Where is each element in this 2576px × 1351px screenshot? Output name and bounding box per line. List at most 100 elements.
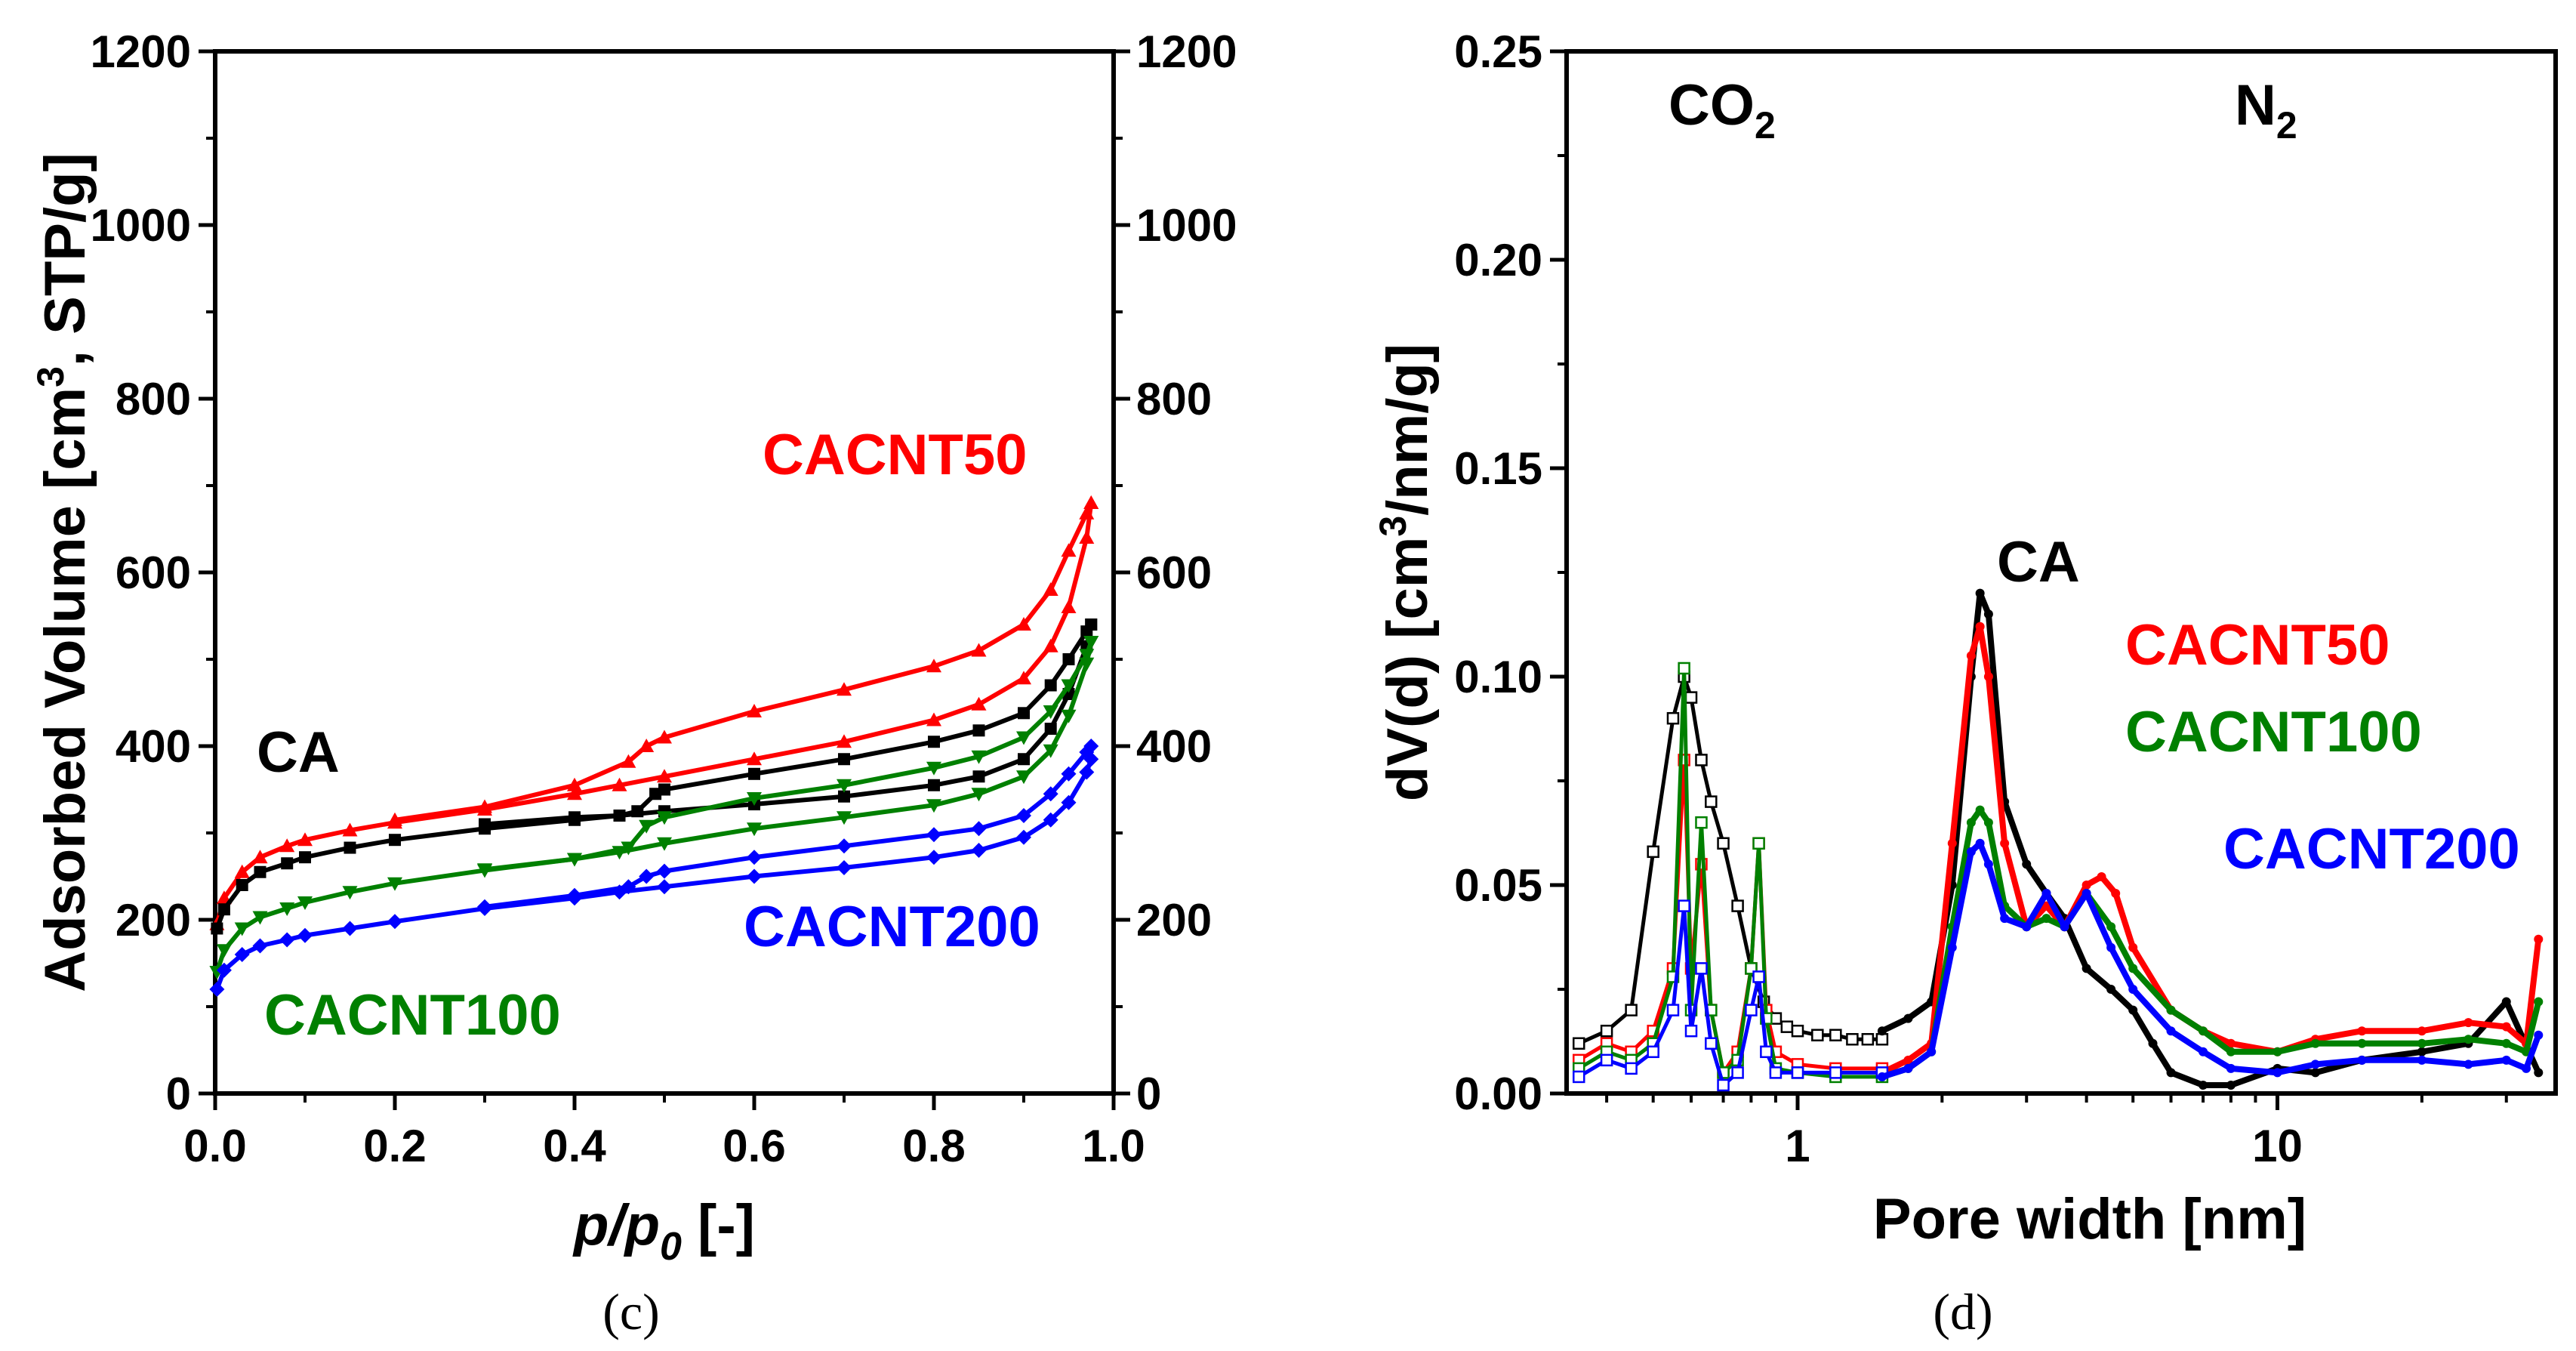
isotherm-y2-tick-label: 1200	[1136, 26, 1237, 77]
isotherm-cacnt50-desorption-point	[1061, 543, 1077, 557]
isotherm-cacnt100-adsorption-point	[1043, 744, 1058, 758]
isotherm-y2-tick-label: 800	[1136, 374, 1212, 424]
psd-cacnt50-n2-point	[2081, 881, 2091, 890]
psd-cacnt100-n2-point	[2128, 964, 2138, 973]
psd-cacnt200-n2-point	[2534, 1030, 2544, 1040]
isotherm-cacnt100-desorption-point	[1061, 679, 1077, 693]
psd-ca-co2-point	[1625, 1004, 1638, 1016]
psd-cacnt200-co2-point	[1600, 1053, 1613, 1067]
isotherm-cacnt100-desorption-point	[1043, 705, 1058, 719]
psd-ca-n2-point	[2022, 859, 2032, 869]
psd-ca-co2-point	[1861, 1032, 1875, 1046]
isotherm-cacnt100-desorption-point	[747, 792, 762, 806]
psd-cacnt200-co2-point	[1829, 1066, 1842, 1079]
isotherm-y-tick-label: 200	[116, 895, 191, 945]
psd-ca-co2-point	[1875, 1032, 1889, 1046]
isotherm-label-cacnt50: CACNT50	[763, 423, 1028, 487]
psd-ca-n2-point	[1975, 588, 1985, 598]
isotherm-cacnt100-desorption-point	[926, 761, 941, 776]
isotherm-series	[209, 495, 1099, 997]
isotherm-cacnt200-adsorption-point	[297, 927, 313, 943]
psd-ca-co2-point	[1684, 691, 1698, 704]
psd-region-label-n2: N2	[2235, 73, 2297, 147]
isotherm-cacnt50-desorption-point	[621, 754, 636, 768]
psd-cacnt100-n2-point	[1966, 818, 1976, 828]
psd-cacnt100-n2-point	[2357, 1038, 2367, 1048]
psd-cacnt200-co2-point	[1745, 1004, 1758, 1016]
isotherm-cacnt50-desorption-point	[639, 739, 655, 752]
isotherm-cacnt100-desorption-point	[657, 811, 672, 825]
isotherm-cacnt50-desorption-point	[1016, 617, 1031, 631]
isotherm-cacnt200-desorption-point	[477, 899, 492, 915]
psd-ca-co2-point	[1717, 837, 1730, 850]
psd-cacnt50-n2-point	[2226, 1038, 2236, 1048]
isotherm-ca-adsorption-point	[1044, 723, 1057, 735]
isotherm-cacnt200-adsorption-point	[234, 947, 250, 962]
isotherm-cacnt50-adsorption-point	[747, 751, 762, 766]
psd-cacnt50-n2-point	[2501, 1022, 2511, 1032]
isotherm-cacnt200-desorption-point	[639, 868, 655, 884]
isotherm-cacnt50-desorption-point	[747, 704, 762, 717]
psd-cacnt200-n2-point	[1877, 1072, 1887, 1081]
psd-cacnt200-co2-point	[1695, 962, 1708, 975]
isotherm-cacnt100-adsorption-point	[387, 877, 402, 891]
isotherm-cacnt50-adsorption-point	[1061, 600, 1077, 613]
psd-cacnt50-n2-point	[2097, 871, 2106, 881]
psd-ca-n2-point	[2226, 1080, 2236, 1090]
isotherm-cacnt50-adsorption-point	[252, 850, 268, 864]
panel-d-caption: (d)	[1933, 1283, 1992, 1340]
isotherm-cacnt100-adsorption-point	[342, 886, 358, 900]
isotherm-cacnt50-adsorption-point	[234, 864, 250, 878]
isotherm-cacnt100-desorption-point	[477, 863, 492, 878]
psd-ca-n2-point	[2106, 985, 2116, 994]
psd-y-tick-label: 0.20	[1454, 235, 1542, 285]
psd-ca-co2-point	[1666, 711, 1680, 725]
isotherm-cacnt50-desorption-point	[477, 799, 492, 813]
isotherm-ca-adsorption-point	[299, 851, 311, 864]
psd-cacnt50-n2-point	[1947, 838, 1957, 848]
isotherm-y2-tick-label: 400	[1136, 721, 1212, 772]
isotherm-cacnt50-adsorption-point	[971, 696, 987, 711]
psd-cacnt200-n2-point	[1903, 1063, 1913, 1073]
isotherm-ca-adsorption-point	[211, 922, 223, 935]
isotherm-cacnt50-adsorption-point	[1043, 638, 1058, 652]
psd-x-tick-label: 1	[1785, 1121, 1810, 1171]
psd-ca-co2-point	[1829, 1029, 1842, 1041]
isotherm-x-tick-label: 0.2	[363, 1121, 426, 1171]
psd-cacnt200-n2-point	[2464, 1060, 2473, 1069]
psd-cacnt50-n2-point	[2534, 934, 2544, 944]
isotherm-ca-desorption-point	[1044, 679, 1057, 692]
psd-label-cacnt50: CACNT50	[2125, 613, 2390, 677]
psd-cacnt200-n2-point	[1983, 859, 1993, 869]
isotherm-cacnt200-desorption-point	[1043, 786, 1058, 802]
psd-cacnt200-n2-point	[2060, 922, 2069, 932]
psd-cacnt100-n2-point	[2199, 1026, 2208, 1036]
psd-cacnt100-n2-point	[2464, 1035, 2473, 1044]
isotherm-cacnt200-desorption-point	[926, 827, 941, 843]
psd-ca-co2-point	[1705, 795, 1718, 808]
psd-cacnt200-co2-point	[1684, 1024, 1698, 1038]
isotherm-cacnt100-adsorption-point	[252, 911, 268, 925]
isotherm-cacnt200-adsorption-point	[1079, 764, 1095, 780]
isotherm-cacnt100-adsorption-point	[747, 822, 762, 837]
psd-cacnt200-co2-point	[1705, 1037, 1718, 1050]
isotherm-ca-adsorption-point	[281, 857, 294, 870]
psd-y-tick-label: 0.10	[1454, 652, 1542, 702]
isotherm-cacnt100-desorption-point	[837, 779, 852, 793]
psd-ca-co2-point	[1731, 899, 1744, 912]
isotherm-cacnt200-adsorption-point	[971, 843, 987, 858]
psd-ca-co2-point	[1600, 1024, 1613, 1038]
psd-cacnt50-n2-point	[2128, 942, 2138, 952]
psd-cacnt50-n2-line	[1881, 623, 2542, 1076]
isotherm-cacnt50-desorption-point	[1079, 505, 1095, 520]
psd-cacnt50-n2-point	[1966, 651, 1976, 661]
isotherm-cacnt100-desorption-point	[1079, 649, 1095, 663]
psd-cacnt200-n2-point	[2226, 1063, 2236, 1073]
isotherm-cacnt200-desorption-point	[1016, 808, 1031, 823]
isotherm-y2-tick-label: 1000	[1136, 200, 1237, 251]
isotherm-ca-desorption-point	[649, 788, 662, 800]
psd-ca-n2-point	[1903, 1013, 1913, 1023]
isotherm-cacnt200-adsorption-point	[387, 914, 402, 930]
isotherm-cacnt200-adsorption-point	[1016, 829, 1031, 845]
psd-cacnt200-n2-point	[2081, 889, 2091, 899]
